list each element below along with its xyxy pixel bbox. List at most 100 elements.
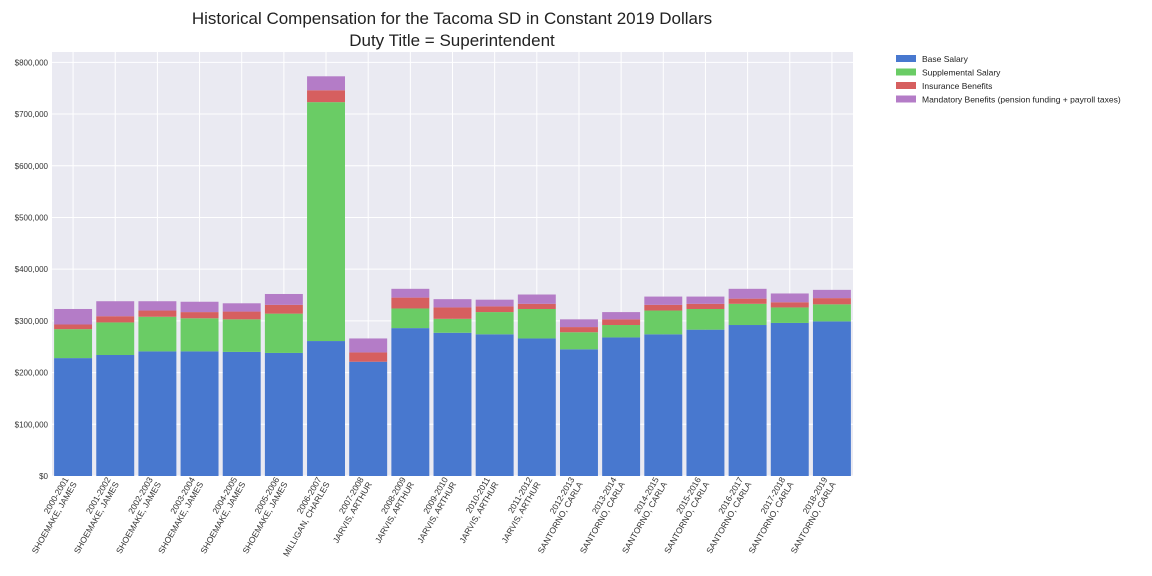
y-tick-label: $200,000	[15, 369, 49, 378]
bar-segment	[96, 322, 135, 356]
bar-segment	[96, 316, 135, 323]
bar-segment	[517, 308, 556, 339]
y-tick-label: $100,000	[15, 420, 49, 429]
bar-segment	[728, 288, 767, 299]
bar-segment	[728, 298, 767, 304]
bar-segment	[222, 319, 261, 352]
bar-segment	[517, 294, 556, 304]
bar-segment	[433, 318, 472, 333]
bar-segment	[644, 296, 683, 305]
bar-segment	[307, 102, 345, 342]
y-axis-ticks: $0 $100,000 $200,000 $300,000 $400,000 $500,0…	[15, 58, 49, 481]
bar-segment	[264, 352, 303, 476]
bars	[54, 76, 851, 476]
bar-segment	[812, 321, 851, 476]
bar-segment	[728, 325, 767, 476]
bar-segment	[180, 301, 219, 313]
legend-swatch	[896, 95, 916, 103]
bar-segment	[391, 288, 430, 298]
bar-segment	[54, 358, 93, 476]
bar-segment	[812, 298, 851, 305]
bar-segment	[54, 329, 93, 359]
bar-segment	[686, 329, 725, 476]
legend-label: Insurance Benefits	[922, 81, 992, 91]
bar-segment	[475, 306, 514, 313]
bar-segment	[644, 310, 683, 335]
bar-segment	[517, 338, 556, 476]
chart-subtitle: Duty Title = Superintendent	[349, 31, 555, 50]
y-tick-label: $400,000	[15, 265, 49, 274]
bar-segment	[517, 303, 556, 309]
bar-segment	[560, 319, 598, 328]
bar-segment	[307, 76, 345, 91]
bar-segment	[222, 351, 261, 476]
bar-segment	[349, 352, 388, 362]
bar-segment	[686, 296, 725, 304]
bar-segment	[602, 312, 641, 320]
bar-segment	[433, 307, 472, 319]
y-tick-label: $600,000	[15, 162, 49, 171]
chart-title: Historical Compensation for the Tacoma S…	[192, 9, 712, 28]
bar-segment	[812, 289, 851, 299]
bar-segment	[180, 312, 219, 319]
bar-segment	[644, 304, 683, 311]
bar-segment	[222, 303, 261, 312]
legend-label: Base Salary	[922, 54, 969, 64]
y-tick-label: $300,000	[15, 317, 49, 326]
legend-label: Supplemental Salary	[922, 68, 1001, 78]
bar-segment	[180, 351, 219, 476]
bar-segment	[770, 302, 809, 308]
y-tick-label: $0	[39, 472, 48, 481]
legend-swatch	[896, 55, 916, 62]
legend-swatch	[896, 82, 916, 89]
bar-segment	[644, 334, 683, 476]
bar-segment	[391, 328, 430, 476]
bar-segment	[433, 299, 472, 308]
legend-label: Mandatory Benefits (pension funding + pa…	[922, 95, 1121, 105]
bar-segment	[728, 303, 767, 326]
bar-segment	[560, 327, 598, 333]
bar-segment	[96, 301, 135, 317]
bar-segment	[602, 337, 641, 476]
bar-segment	[391, 297, 430, 309]
bar-segment	[770, 307, 809, 323]
bar-segment	[475, 334, 514, 476]
bar-segment	[54, 324, 93, 330]
legend: Base Salary Supplemental Salary Insurance …	[896, 54, 1121, 105]
bar-segment	[475, 312, 514, 335]
bar-segment	[264, 313, 303, 353]
bar-segment	[686, 308, 725, 330]
y-tick-label: $800,000	[15, 58, 49, 67]
bar-segment	[560, 349, 598, 476]
bar-segment	[475, 299, 514, 307]
bar-segment	[307, 341, 345, 476]
bar-segment	[391, 308, 430, 329]
bar-segment	[770, 293, 809, 303]
bar-segment	[560, 332, 598, 350]
bar-segment	[602, 325, 641, 338]
bar-segment	[812, 304, 851, 322]
bar-segment	[180, 318, 219, 352]
y-tick-label: $700,000	[15, 110, 49, 119]
bar-segment	[602, 319, 641, 326]
bar-segment	[54, 308, 93, 325]
bar-segment	[349, 361, 388, 476]
y-tick-label: $500,000	[15, 213, 49, 222]
bar-segment	[349, 338, 388, 353]
bar-segment	[307, 90, 345, 103]
bar-segment	[686, 303, 725, 309]
bar-segment	[264, 304, 303, 314]
bar-segment	[264, 293, 303, 305]
bar-segment	[96, 355, 135, 476]
bar-segment	[138, 351, 177, 476]
bar-segment	[138, 316, 177, 352]
bar-segment	[770, 322, 809, 476]
bar-segment	[138, 310, 177, 317]
bar-segment	[433, 332, 472, 476]
bar-segment	[222, 311, 261, 320]
legend-swatch	[896, 68, 916, 76]
bar-segment	[138, 301, 177, 311]
